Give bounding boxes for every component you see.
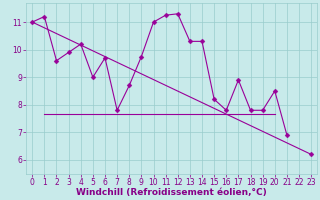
X-axis label: Windchill (Refroidissement éolien,°C): Windchill (Refroidissement éolien,°C) [76,188,267,197]
